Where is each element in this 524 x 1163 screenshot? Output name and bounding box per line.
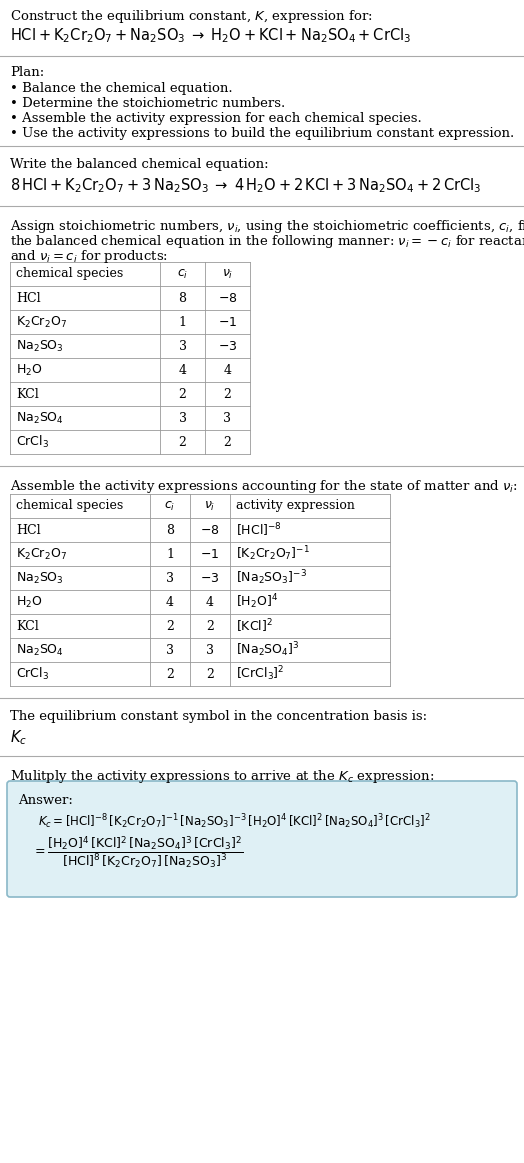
Text: $[\text{Na}_2\text{SO}_3]^{-3}$: $[\text{Na}_2\text{SO}_3]^{-3}$ bbox=[236, 569, 307, 587]
Text: $\text{Na}_2\text{SO}_3$: $\text{Na}_2\text{SO}_3$ bbox=[16, 338, 64, 354]
Text: $c_i$: $c_i$ bbox=[177, 267, 188, 280]
Text: and $\nu_i = c_i$ for products:: and $\nu_i = c_i$ for products: bbox=[10, 248, 168, 265]
Text: the balanced chemical equation in the following manner: $\nu_i = -c_i$ for react: the balanced chemical equation in the fo… bbox=[10, 233, 524, 250]
Text: 8: 8 bbox=[179, 292, 187, 305]
Text: 3: 3 bbox=[179, 412, 187, 424]
Text: Assign stoichiometric numbers, $\nu_i$, using the stoichiometric coefficients, $: Assign stoichiometric numbers, $\nu_i$, … bbox=[10, 217, 524, 235]
Text: HCl: HCl bbox=[16, 523, 41, 536]
Text: $[\text{HCl}]^{-8}$: $[\text{HCl}]^{-8}$ bbox=[236, 521, 282, 538]
Text: 4: 4 bbox=[224, 364, 232, 377]
Text: $[\text{KCl}]^2$: $[\text{KCl}]^2$ bbox=[236, 618, 273, 635]
Text: $\text{Na}_2\text{SO}_4$: $\text{Na}_2\text{SO}_4$ bbox=[16, 642, 64, 657]
Text: $-1$: $-1$ bbox=[218, 315, 237, 328]
Text: $\nu_i$: $\nu_i$ bbox=[222, 267, 233, 280]
Text: $c_i$: $c_i$ bbox=[165, 499, 176, 513]
Text: $\text{Na}_2\text{SO}_3$: $\text{Na}_2\text{SO}_3$ bbox=[16, 570, 64, 585]
Text: $\text{HCl} + \text{K}_2\text{Cr}_2\text{O}_7 + \text{Na}_2\text{SO}_3 \;\righta: $\text{HCl} + \text{K}_2\text{Cr}_2\text… bbox=[10, 26, 411, 44]
Text: chemical species: chemical species bbox=[16, 267, 123, 280]
Text: $\text{K}_2\text{Cr}_2\text{O}_7$: $\text{K}_2\text{Cr}_2\text{O}_7$ bbox=[16, 547, 67, 562]
Text: $-3$: $-3$ bbox=[218, 340, 237, 352]
Text: $[\text{Na}_2\text{SO}_4]^3$: $[\text{Na}_2\text{SO}_4]^3$ bbox=[236, 641, 300, 659]
Text: $\text{CrCl}_3$: $\text{CrCl}_3$ bbox=[16, 434, 49, 450]
Text: 8: 8 bbox=[166, 523, 174, 536]
Text: • Assemble the activity expression for each chemical species.: • Assemble the activity expression for e… bbox=[10, 112, 422, 124]
Text: $K_c = [\text{HCl}]^{-8}\,[\text{K}_2\text{Cr}_2\text{O}_7]^{-1}\,[\text{Na}_2\t: $K_c = [\text{HCl}]^{-8}\,[\text{K}_2\te… bbox=[38, 812, 431, 830]
Text: 2: 2 bbox=[206, 668, 214, 680]
Text: $-8$: $-8$ bbox=[217, 292, 237, 305]
Text: 2: 2 bbox=[206, 620, 214, 633]
Text: $-8$: $-8$ bbox=[200, 523, 220, 536]
Text: HCl: HCl bbox=[16, 292, 41, 305]
Text: $\text{H}_2\text{O}$: $\text{H}_2\text{O}$ bbox=[16, 594, 42, 609]
Text: 3: 3 bbox=[166, 643, 174, 656]
Text: • Use the activity expressions to build the equilibrium constant expression.: • Use the activity expressions to build … bbox=[10, 127, 514, 140]
Text: Answer:: Answer: bbox=[18, 794, 73, 807]
Text: • Determine the stoichiometric numbers.: • Determine the stoichiometric numbers. bbox=[10, 97, 285, 110]
Text: $8\,\text{HCl} + \text{K}_2\text{Cr}_2\text{O}_7 + 3\,\text{Na}_2\text{SO}_3 \;\: $8\,\text{HCl} + \text{K}_2\text{Cr}_2\t… bbox=[10, 176, 482, 194]
Text: 4: 4 bbox=[206, 595, 214, 608]
Text: 2: 2 bbox=[179, 387, 187, 400]
Text: $= \dfrac{[\text{H}_2\text{O}]^4\,[\text{KCl}]^2\,[\text{Na}_2\text{SO}_4]^3\,[\: $= \dfrac{[\text{H}_2\text{O}]^4\,[\text… bbox=[32, 834, 243, 870]
Text: Write the balanced chemical equation:: Write the balanced chemical equation: bbox=[10, 158, 269, 171]
Text: Mulitply the activity expressions to arrive at the $K_c$ expression:: Mulitply the activity expressions to arr… bbox=[10, 768, 434, 785]
Text: $[\text{H}_2\text{O}]^4$: $[\text{H}_2\text{O}]^4$ bbox=[236, 593, 278, 612]
Text: 2: 2 bbox=[224, 435, 232, 449]
Text: $[\text{K}_2\text{Cr}_2\text{O}_7]^{-1}$: $[\text{K}_2\text{Cr}_2\text{O}_7]^{-1}$ bbox=[236, 544, 310, 563]
Text: $-1$: $-1$ bbox=[200, 548, 220, 561]
Text: chemical species: chemical species bbox=[16, 499, 123, 513]
Text: KCl: KCl bbox=[16, 387, 39, 400]
Text: $[\text{CrCl}_3]^2$: $[\text{CrCl}_3]^2$ bbox=[236, 664, 285, 684]
Text: $\text{H}_2\text{O}$: $\text{H}_2\text{O}$ bbox=[16, 363, 42, 378]
Text: $K_c$: $K_c$ bbox=[10, 728, 27, 747]
Text: activity expression: activity expression bbox=[236, 499, 355, 513]
Text: $\nu_i$: $\nu_i$ bbox=[204, 499, 216, 513]
Text: 1: 1 bbox=[166, 548, 174, 561]
Text: 2: 2 bbox=[166, 620, 174, 633]
Text: $\text{Na}_2\text{SO}_4$: $\text{Na}_2\text{SO}_4$ bbox=[16, 411, 64, 426]
Text: Construct the equilibrium constant, $K$, expression for:: Construct the equilibrium constant, $K$,… bbox=[10, 8, 373, 24]
Text: 2: 2 bbox=[179, 435, 187, 449]
Text: 3: 3 bbox=[206, 643, 214, 656]
Text: $\text{K}_2\text{Cr}_2\text{O}_7$: $\text{K}_2\text{Cr}_2\text{O}_7$ bbox=[16, 314, 67, 329]
FancyBboxPatch shape bbox=[7, 782, 517, 897]
Text: 2: 2 bbox=[224, 387, 232, 400]
Text: 3: 3 bbox=[166, 571, 174, 585]
Text: 4: 4 bbox=[179, 364, 187, 377]
Text: $-3$: $-3$ bbox=[200, 571, 220, 585]
Text: • Balance the chemical equation.: • Balance the chemical equation. bbox=[10, 83, 233, 95]
Text: 2: 2 bbox=[166, 668, 174, 680]
Text: 3: 3 bbox=[224, 412, 232, 424]
Text: 3: 3 bbox=[179, 340, 187, 352]
Text: $\text{CrCl}_3$: $\text{CrCl}_3$ bbox=[16, 666, 49, 682]
Text: Assemble the activity expressions accounting for the state of matter and $\nu_i$: Assemble the activity expressions accoun… bbox=[10, 478, 518, 495]
Text: 1: 1 bbox=[179, 315, 187, 328]
Text: KCl: KCl bbox=[16, 620, 39, 633]
Text: The equilibrium constant symbol in the concentration basis is:: The equilibrium constant symbol in the c… bbox=[10, 709, 427, 723]
Text: Plan:: Plan: bbox=[10, 66, 44, 79]
Text: 4: 4 bbox=[166, 595, 174, 608]
